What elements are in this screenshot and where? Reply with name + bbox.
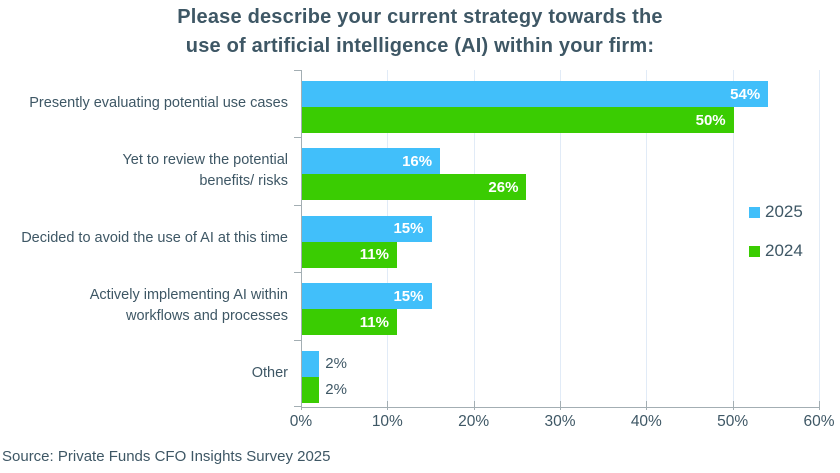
gridline bbox=[473, 70, 475, 407]
bar-2025: 2% bbox=[302, 350, 347, 377]
value-label: 15% bbox=[393, 220, 424, 238]
y-axis-tick bbox=[294, 204, 302, 206]
gridline bbox=[560, 70, 561, 407]
bar-2025: 16% bbox=[302, 148, 441, 175]
legend-label-2024: 2024 bbox=[765, 241, 803, 260]
x-axis-tick bbox=[646, 401, 648, 410]
value-label: 2% bbox=[325, 355, 347, 373]
bar-group: 16% 26% bbox=[302, 137, 820, 204]
bar-2024: 2% bbox=[302, 376, 347, 403]
value-label: 11% bbox=[359, 313, 389, 331]
category-label-line: benefits/ risks bbox=[199, 173, 288, 190]
y-axis-tick bbox=[294, 137, 302, 139]
legend-item-2024: 2024 bbox=[749, 241, 803, 261]
y-axis-tick bbox=[294, 70, 302, 71]
x-axis-tick-label: 30% bbox=[544, 413, 576, 430]
x-axis-tick-label: 20% bbox=[458, 413, 490, 430]
bar-2024: 11% bbox=[302, 309, 397, 336]
source-text: Source: Private Funds CFO Insights Surve… bbox=[2, 448, 331, 465]
bar-2025: 15% bbox=[302, 215, 432, 242]
bar-group: 15% 11% bbox=[302, 272, 820, 339]
legend-swatch-2024 bbox=[749, 245, 760, 257]
chart-title: Please describe your current strategy to… bbox=[0, 3, 840, 61]
category-label-line: workflows and processes bbox=[126, 307, 288, 324]
category-label: Presently evaluating potential use cases bbox=[0, 70, 288, 137]
category-label: Other bbox=[0, 340, 288, 407]
legend: 2025 2024 bbox=[749, 202, 803, 261]
category-axis: Presently evaluating potential use cases… bbox=[0, 70, 288, 407]
category-label-line: Actively implementing AI within bbox=[89, 286, 288, 303]
bar-2025: 54% bbox=[302, 81, 769, 107]
category-label: Actively implementing AI within workflows… bbox=[0, 272, 288, 339]
legend-swatch-2025 bbox=[749, 206, 760, 218]
x-axis-tick bbox=[732, 401, 734, 410]
value-label: 15% bbox=[393, 287, 424, 305]
x-axis-tick-label: 50% bbox=[717, 413, 749, 430]
x-axis-tick-label: 10% bbox=[371, 413, 403, 430]
value-axis: 0% 10% 20% 30% 40% 50% 60% bbox=[290, 413, 835, 433]
gridline bbox=[732, 70, 734, 407]
y-axis-tick bbox=[294, 339, 302, 341]
x-axis-tick bbox=[387, 401, 389, 410]
value-label: 16% bbox=[402, 152, 433, 170]
category-label-line: Other bbox=[251, 364, 288, 381]
x-axis-tick bbox=[819, 401, 820, 410]
bar-2025: 15% bbox=[302, 283, 432, 310]
category-label-line: Presently evaluating potential use cases bbox=[29, 95, 288, 112]
bar-group: 54% 50% bbox=[302, 70, 820, 137]
plot-area: 54% 50% 16% 26% 15% 11% 15% 11% 2% 2% bbox=[294, 70, 820, 410]
x-axis-tick bbox=[473, 401, 475, 410]
category-label: Decided to avoid the use of AI at this t… bbox=[0, 205, 288, 272]
value-label: 2% bbox=[325, 381, 347, 399]
value-label: 26% bbox=[488, 178, 519, 196]
x-axis-tick bbox=[560, 401, 561, 410]
bar-group: 2% 2% bbox=[302, 340, 820, 407]
gridline bbox=[646, 70, 648, 407]
chart-title-line1: Please describe your current strategy to… bbox=[177, 6, 663, 28]
chart-title-line2: use of artificial intelligence (AI) with… bbox=[185, 35, 655, 57]
bar-2024: 11% bbox=[302, 241, 397, 268]
x-axis-tick-label: 40% bbox=[630, 413, 662, 430]
gridline bbox=[819, 70, 820, 407]
legend-item-2025: 2025 bbox=[749, 202, 803, 222]
bar-2024: 26% bbox=[302, 174, 527, 201]
legend-label-2025: 2025 bbox=[765, 202, 803, 221]
y-axis-tick bbox=[294, 406, 302, 407]
x-axis-tick-label: 0% bbox=[289, 413, 313, 430]
y-axis-tick bbox=[294, 272, 302, 274]
value-label: 11% bbox=[359, 246, 389, 264]
category-label-line: Yet to review the potential bbox=[122, 152, 288, 169]
category-label-line: Decided to avoid the use of AI at this t… bbox=[21, 229, 288, 246]
x-axis-tick bbox=[301, 401, 302, 410]
value-label: 50% bbox=[695, 111, 726, 129]
value-label: 54% bbox=[730, 85, 761, 103]
x-axis-tick-label: 60% bbox=[803, 413, 835, 430]
bar-group: 15% 11% bbox=[302, 205, 820, 272]
category-label: Yet to review the potential benefits/ ris… bbox=[0, 137, 288, 204]
bar-2024: 50% bbox=[302, 107, 734, 133]
